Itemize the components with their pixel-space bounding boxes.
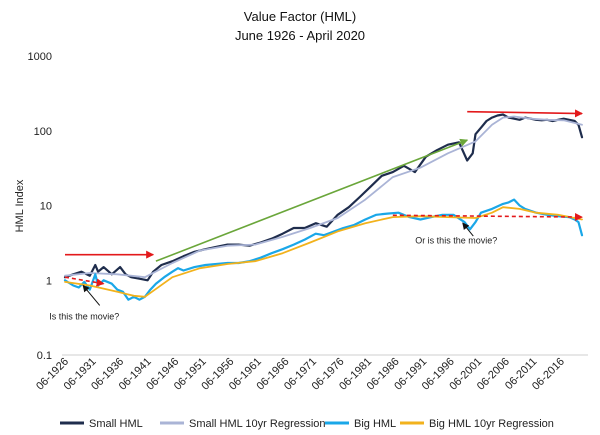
legend: Small HML Small HML 10yr Regression Big … <box>60 418 554 430</box>
annotation-arrow-4 <box>155 138 469 262</box>
legend-label-big-hml-regression: Big HML 10yr Regression <box>429 418 554 430</box>
arrow-layer <box>64 109 583 306</box>
annotation-text: Or is this the movie? <box>415 236 497 246</box>
y-tick-label: 1000 <box>28 51 52 63</box>
legend-item-big-hml: Big HML <box>325 418 396 430</box>
annotation-arrow-2 <box>467 109 583 118</box>
y-tick-labels: 1000 100 10 1 0.1 <box>28 51 52 362</box>
y-tick-label: 10 <box>40 201 52 213</box>
y-tick-label: 1 <box>46 275 52 287</box>
legend-item-small-hml-regression: Small HML 10yr Regression <box>160 418 326 430</box>
legend-label-small-hml-regression: Small HML 10yr Regression <box>189 418 326 430</box>
chart-title: Value Factor (HML) <box>244 9 356 24</box>
y-tick-label: 0.1 <box>37 350 52 362</box>
series-line-big-hml-10yr-regression <box>64 206 583 298</box>
annotation-layer: Is this the movie? Or is this the movie? <box>49 236 497 322</box>
series-line-big-hml <box>63 198 584 301</box>
legend-item-small-hml: Small HML <box>60 418 143 430</box>
series-layer <box>63 113 584 301</box>
legend-item-big-hml-regression: Big HML 10yr Regression <box>400 418 554 430</box>
annotation-arrow-5 <box>82 284 101 306</box>
x-tick-labels: 06-192606-193106-193606-194106-194606-19… <box>34 356 567 393</box>
legend-label-small-hml: Small HML <box>89 418 143 430</box>
y-tick-label: 100 <box>34 126 52 138</box>
annotation-arrow-3 <box>392 213 583 222</box>
y-axis-label: HML Index <box>14 179 26 232</box>
annotation-text: Is this the movie? <box>49 311 119 321</box>
chart-subtitle: June 1926 - April 2020 <box>235 28 365 43</box>
series-line-small-hml-10yr-regression <box>64 115 583 279</box>
legend-label-big-hml: Big HML <box>354 418 396 430</box>
annotation-arrow-6 <box>462 222 474 237</box>
